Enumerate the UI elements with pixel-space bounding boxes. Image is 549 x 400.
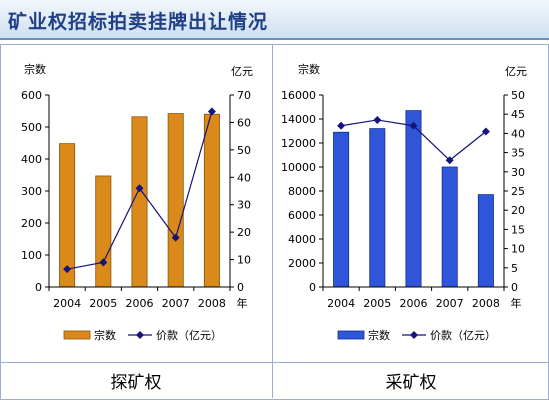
y-right-tick-label: 10 bbox=[511, 243, 525, 256]
x-unit-label: 年 bbox=[237, 296, 248, 310]
exploration-rights-caption: 探矿权 bbox=[110, 373, 162, 393]
x-tick-label: 2006 bbox=[126, 297, 154, 310]
bar bbox=[405, 110, 422, 288]
x-tick-label: 2008 bbox=[472, 297, 500, 310]
y-left-tick-label: 400 bbox=[21, 153, 42, 166]
y-left-tick-label: 500 bbox=[21, 121, 42, 134]
y-left-tick-label: 10000 bbox=[281, 161, 316, 174]
x-tick-label: 2004 bbox=[327, 297, 355, 310]
mining-rights-caption: 采矿权 bbox=[385, 373, 437, 393]
page-title: 矿业权招标拍卖挂牌出让情况 bbox=[8, 11, 269, 33]
legend-line-marker bbox=[136, 331, 144, 339]
y-left-tick-label: 12000 bbox=[281, 137, 316, 150]
y-right-label: 亿元 bbox=[231, 65, 253, 78]
legend-bar-label: 宗数 bbox=[368, 328, 390, 342]
panel-divider bbox=[272, 44, 273, 398]
line-point bbox=[99, 258, 108, 267]
x-tick-label: 2004 bbox=[53, 297, 81, 310]
y-left-tick-label: 14000 bbox=[281, 113, 316, 126]
y-right-tick-label: 25 bbox=[511, 185, 525, 198]
x-tick-label: 2007 bbox=[436, 297, 464, 310]
y-left-tick-label: 16000 bbox=[281, 89, 316, 102]
y-left-tick-label: 100 bbox=[21, 249, 42, 262]
y-left-tick-label: 2000 bbox=[288, 257, 316, 270]
x-tick-label: 2008 bbox=[198, 297, 226, 310]
line-point bbox=[135, 184, 144, 193]
x-unit-label: 年 bbox=[511, 296, 522, 310]
y-left-label: 宗数 bbox=[298, 62, 320, 76]
y-left-tick-label: 8000 bbox=[288, 185, 316, 198]
y-right-tick-label: 60 bbox=[237, 116, 251, 129]
x-tick-label: 2005 bbox=[363, 297, 391, 310]
x-tick-label: 2007 bbox=[162, 297, 190, 310]
line-point bbox=[171, 233, 180, 242]
line-point bbox=[337, 121, 346, 130]
bar bbox=[333, 131, 350, 288]
x-tick-label: 2005 bbox=[89, 297, 117, 310]
y-right-tick-label: 30 bbox=[237, 199, 251, 212]
bar bbox=[477, 194, 494, 288]
mining-rights-chart: 宗数 亿元 0 2000 4000 6000 8000 10000 12000 14000 1600… bbox=[281, 62, 527, 342]
y-right-tick-label: 15 bbox=[511, 223, 525, 236]
y-left-tick-label: 0 bbox=[309, 281, 316, 294]
legend-line-label: 价款（亿元） bbox=[156, 328, 222, 342]
y-right-label: 亿元 bbox=[505, 65, 527, 78]
bar bbox=[441, 166, 458, 288]
y-right-tick-label: 50 bbox=[511, 89, 525, 102]
y-right-tick-label: 0 bbox=[511, 281, 518, 294]
x-tick-label: 2006 bbox=[400, 297, 428, 310]
legend-line-marker bbox=[410, 331, 418, 339]
y-left-tick-label: 4000 bbox=[288, 233, 316, 246]
y-right-tick-label: 30 bbox=[511, 166, 525, 179]
y-right-tick-label: 0 bbox=[237, 281, 244, 294]
y-left-label: 宗数 bbox=[24, 62, 46, 76]
y-right-tick-label: 50 bbox=[237, 144, 251, 157]
legend-bar-swatch bbox=[337, 330, 365, 340]
line-point bbox=[63, 265, 72, 274]
y-right-tick-label: 40 bbox=[511, 127, 525, 140]
bar bbox=[131, 116, 148, 288]
bar bbox=[369, 128, 386, 288]
y-right-tick-label: 40 bbox=[237, 171, 251, 184]
y-left-tick-label: 600 bbox=[21, 89, 42, 102]
bar bbox=[95, 175, 112, 288]
y-right-tick-label: 5 bbox=[511, 262, 518, 275]
y-left-tick-label: 6000 bbox=[288, 209, 316, 222]
y-right-tick-label: 10 bbox=[237, 254, 251, 267]
title-banner: 矿业权招标拍卖挂牌出让情况 bbox=[0, 0, 549, 40]
legend-bar-swatch bbox=[63, 330, 91, 340]
line-point bbox=[481, 127, 490, 136]
y-right-tick-label: 70 bbox=[237, 89, 251, 102]
y-right-tick-label: 45 bbox=[511, 108, 525, 121]
exploration-rights-chart: 宗数 亿元 0 100 200 300 400 500 600 0 10 20 30 40 50 60 70 20… bbox=[21, 62, 253, 342]
line-point bbox=[409, 121, 418, 130]
bar bbox=[203, 113, 220, 288]
legend-bar-label: 宗数 bbox=[94, 328, 116, 342]
y-left-tick-label: 200 bbox=[21, 217, 42, 230]
y-right-tick-label: 20 bbox=[237, 226, 251, 239]
line-point bbox=[207, 107, 216, 116]
legend-line-label: 价款（亿元） bbox=[430, 328, 496, 342]
bar bbox=[167, 113, 184, 288]
y-left-tick-label: 300 bbox=[21, 185, 42, 198]
y-right-tick-label: 20 bbox=[511, 204, 525, 217]
line-point bbox=[445, 156, 454, 165]
y-left-tick-label: 0 bbox=[35, 281, 42, 294]
line-point bbox=[373, 115, 382, 124]
caption-divider bbox=[0, 362, 549, 363]
y-right-tick-label: 35 bbox=[511, 147, 525, 160]
